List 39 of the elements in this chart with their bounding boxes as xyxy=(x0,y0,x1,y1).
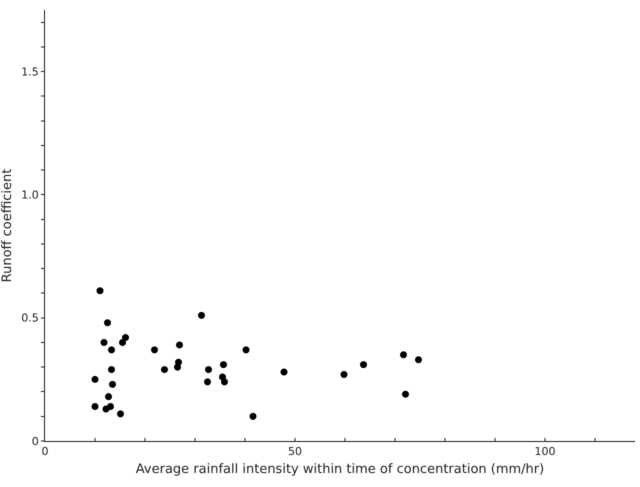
point xyxy=(119,338,126,346)
point xyxy=(108,346,115,354)
point xyxy=(92,403,98,410)
point xyxy=(360,361,367,368)
point xyxy=(107,403,114,410)
point xyxy=(151,346,158,354)
point xyxy=(221,378,228,386)
point xyxy=(117,410,124,418)
x-tick-label: 50 xyxy=(288,445,302,458)
y-tick-label: 0.5 xyxy=(21,312,39,325)
point xyxy=(161,366,168,374)
y-tick-label: 1.5 xyxy=(21,65,39,78)
point xyxy=(340,371,348,378)
point xyxy=(109,380,116,388)
point xyxy=(205,366,212,374)
y-axis-title: Runoff coefficient xyxy=(0,168,15,282)
point xyxy=(122,334,129,342)
x-tick-label: 100 xyxy=(534,445,556,458)
point xyxy=(250,412,256,420)
point xyxy=(220,361,227,368)
point xyxy=(104,319,111,326)
point xyxy=(198,312,205,319)
point xyxy=(280,368,288,376)
point xyxy=(96,287,104,294)
y-tick-label: 1.0 xyxy=(21,188,39,202)
point xyxy=(204,378,211,386)
point xyxy=(402,390,409,398)
point xyxy=(100,338,108,346)
point xyxy=(105,393,112,400)
point xyxy=(108,366,115,374)
point xyxy=(174,364,181,371)
point xyxy=(415,356,422,364)
y-tick-label: 0 xyxy=(32,434,39,448)
point xyxy=(176,341,183,348)
x-tick-label: 0 xyxy=(42,445,48,458)
point xyxy=(242,346,250,354)
point xyxy=(92,376,98,383)
point xyxy=(400,351,407,358)
x-axis-title: Average rainfall intensity within time of concentration (mm/hr) xyxy=(136,462,544,477)
